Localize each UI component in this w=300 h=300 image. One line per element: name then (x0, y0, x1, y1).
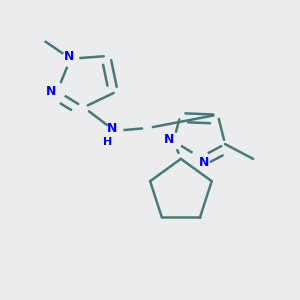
Text: N: N (64, 50, 74, 63)
Text: N: N (106, 122, 117, 135)
Text: N: N (164, 133, 174, 146)
Text: N: N (46, 85, 56, 98)
Text: N: N (198, 156, 209, 169)
Ellipse shape (166, 133, 182, 149)
Ellipse shape (49, 83, 65, 99)
Ellipse shape (192, 149, 208, 166)
Ellipse shape (62, 51, 79, 67)
Text: H: H (103, 137, 112, 147)
Ellipse shape (106, 123, 123, 139)
